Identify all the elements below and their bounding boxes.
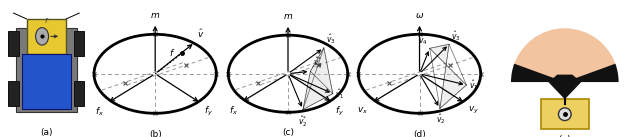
Text: $m$: $m$ (283, 12, 293, 22)
Wedge shape (564, 64, 619, 82)
Bar (541, 99, 589, 129)
Text: $\omega$: $\omega$ (415, 11, 424, 20)
Bar (26, 19, 67, 54)
Text: $\hat{v}_3$: $\hat{v}_3$ (451, 29, 461, 43)
Bar (8, 31, 19, 56)
Text: $\hat{v}_1$: $\hat{v}_1$ (335, 87, 345, 101)
Text: $f_y$: $f_y$ (335, 105, 344, 118)
Circle shape (36, 28, 49, 45)
Text: $m$: $m$ (150, 11, 160, 20)
Polygon shape (548, 75, 581, 99)
Text: $\hat{v}_{2}^{*}$: $\hat{v}_{2}^{*}$ (298, 114, 308, 129)
Polygon shape (303, 48, 333, 110)
Text: $f$: $f$ (170, 48, 176, 58)
Text: $\hat{v}_{2}$: $\hat{v}_{2}$ (436, 112, 445, 126)
Circle shape (559, 108, 571, 121)
Text: (c): (c) (282, 128, 294, 137)
Text: (e): (e) (559, 135, 571, 137)
Text: $\hat{v}$: $\hat{v}$ (198, 28, 205, 40)
Bar (16, 28, 77, 112)
Text: $v_y$: $v_y$ (468, 105, 479, 116)
Text: $\hat{v}_1$: $\hat{v}_1$ (469, 78, 479, 92)
Text: $f_y$: $f_y$ (204, 105, 212, 119)
Bar (22, 54, 70, 109)
Text: (b): (b) (149, 130, 161, 137)
Text: (a): (a) (40, 128, 52, 137)
Text: $\hat{v}_{4}$: $\hat{v}_{4}$ (417, 33, 427, 47)
Bar (74, 31, 84, 56)
Bar (8, 81, 19, 106)
Text: (d): (d) (413, 130, 426, 137)
Text: $\hat{v}_3$: $\hat{v}_3$ (326, 32, 336, 46)
Polygon shape (429, 44, 467, 109)
Text: $f_x$: $f_x$ (95, 105, 104, 118)
Text: $v_x$: $v_x$ (357, 105, 369, 116)
Text: $\hat{v}_{4}^{*}$: $\hat{v}_{4}^{*}$ (313, 55, 323, 70)
Wedge shape (511, 64, 564, 82)
Wedge shape (513, 28, 617, 82)
Bar (74, 81, 84, 106)
Text: $f$: $f$ (44, 16, 49, 25)
Text: $f_x$: $f_x$ (229, 105, 238, 117)
